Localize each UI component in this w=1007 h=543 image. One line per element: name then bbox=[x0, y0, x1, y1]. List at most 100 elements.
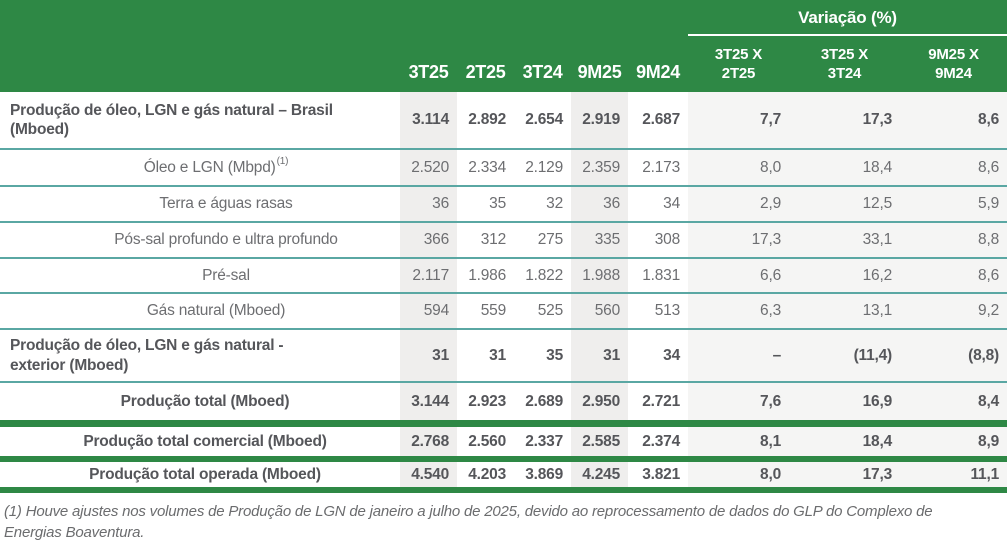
green-divider-bar bbox=[0, 487, 1007, 493]
cell-3t25: 2.768 bbox=[400, 427, 457, 456]
row-producao-exterior: Produção de óleo, LGN e gás natural - ex… bbox=[0, 330, 1007, 383]
cell-3t24: 1.822 bbox=[525, 266, 563, 284]
cell-var-9m25x9m24: 8,8 bbox=[900, 223, 1007, 257]
variation-title: Variação (%) bbox=[798, 8, 897, 27]
cell-var-3t25x3t24: 33,1 bbox=[789, 223, 900, 257]
var-header-line: 9M25 X bbox=[928, 45, 979, 63]
cell-9m25: 2.919 bbox=[571, 92, 628, 148]
cell-2t25: 2.334 bbox=[468, 158, 506, 176]
col-header-3t25: 3T25 bbox=[408, 62, 449, 82]
cell-9m25: 36 bbox=[571, 187, 628, 221]
cell-3t25: 4.540 bbox=[400, 462, 457, 487]
cell-9m24: 2.173 bbox=[642, 158, 680, 176]
cell-3t25: 3.114 bbox=[400, 92, 457, 148]
cell-var-3t25x3t24: 17,3 bbox=[789, 462, 900, 487]
col-header-var-3t25x2t25: 3T25 X 2T25 bbox=[688, 36, 789, 92]
row-pre-sal: Pré-sal 2.117 1.986 1.822 1.988 1.831 6,… bbox=[0, 259, 1007, 294]
cell-9m24: 2.374 bbox=[642, 432, 680, 450]
cell-var-9m25x9m24: 11,1 bbox=[900, 462, 1007, 487]
cell-var-3t25x3t24: 13,1 bbox=[789, 294, 900, 328]
row-label-text: Pós-sal profundo e ultra profundo bbox=[114, 231, 338, 249]
cell-var-3t25x3t24: 16,2 bbox=[789, 259, 900, 292]
cell-9m24: 34 bbox=[663, 346, 680, 364]
cell-var-3t25x3t24: 18,4 bbox=[789, 150, 900, 185]
cell-var-3t25x2t25: 7,7 bbox=[688, 92, 789, 148]
cell-var-9m25x9m24: (8,8) bbox=[900, 330, 1007, 381]
cell-2t25: 312 bbox=[480, 231, 506, 248]
cell-9m25: 4.245 bbox=[571, 462, 628, 487]
row-label-text: Óleo e LGN (Mbpd) bbox=[143, 158, 276, 176]
col-header-9m25: 9M25 bbox=[577, 62, 622, 82]
row-label: Pré-sal bbox=[0, 259, 400, 292]
cell-var-9m25x9m24: 5,9 bbox=[900, 187, 1007, 221]
var-header-line: 3T25 X bbox=[820, 45, 869, 63]
cell-9m25: 31 bbox=[571, 330, 628, 381]
cell-var-3t25x3t24: (11,4) bbox=[789, 330, 900, 381]
row-label: Produção de óleo, LGN e gás natural – Br… bbox=[0, 92, 400, 148]
cell-3t25: 36 bbox=[400, 187, 457, 221]
cell-3t25: 594 bbox=[400, 294, 457, 328]
row-label-text: Terra e águas rasas bbox=[159, 195, 293, 213]
cell-9m24: 513 bbox=[654, 302, 680, 319]
cell-9m24: 2.721 bbox=[642, 392, 680, 410]
row-producao-total-operada: Produção total operada (Mboed) 4.540 4.2… bbox=[0, 462, 1007, 487]
row-label: Produção total operada (Mboed) bbox=[0, 462, 400, 487]
cell-var-9m25x9m24: 8,6 bbox=[900, 150, 1007, 185]
cell-9m25: 335 bbox=[571, 223, 628, 257]
variation-underline bbox=[688, 34, 1007, 36]
cell-3t24: 2.654 bbox=[525, 111, 563, 128]
header-periods: 3T25 2T25 3T24 9M25 9M24 bbox=[0, 0, 688, 92]
cell-var-9m25x9m24: 8,4 bbox=[900, 383, 1007, 420]
cell-2t25: 1.986 bbox=[468, 266, 506, 284]
cell-9m25: 1.988 bbox=[571, 259, 628, 292]
cell-3t24: 275 bbox=[537, 231, 563, 248]
cell-3t24: 35 bbox=[546, 346, 563, 364]
green-divider-bar bbox=[0, 420, 1007, 427]
green-divider-bar bbox=[0, 456, 1007, 462]
col-header-var-9m25x9m24: 9M25 X 9M24 bbox=[900, 36, 1007, 92]
row-terra-aguas-rasas: Terra e águas rasas 36 35 32 36 34 2,9 1… bbox=[0, 187, 1007, 223]
cell-var-3t25x2t25: 8,0 bbox=[688, 150, 789, 185]
cell-var-9m25x9m24: 8,9 bbox=[900, 427, 1007, 456]
cell-var-3t25x3t24: 16,9 bbox=[789, 383, 900, 420]
row-producao-total-comercial: Produção total comercial (Mboed) 2.768 2… bbox=[0, 427, 1007, 456]
cell-9m25: 2.359 bbox=[571, 150, 628, 185]
cell-3t25: 2.117 bbox=[400, 259, 457, 292]
cell-var-3t25x2t25: 2,9 bbox=[688, 187, 789, 221]
row-label: Terra e águas rasas bbox=[0, 187, 400, 221]
var-header-line: 3T24 bbox=[827, 65, 862, 82]
var-header-line: 3T25 X bbox=[714, 45, 763, 63]
header-variation-group: Variação (%) 3T25 X 2T25 3T25 X 3T24 9M2… bbox=[688, 0, 1007, 92]
cell-3t24: 3.869 bbox=[525, 465, 563, 483]
table-header: 3T25 2T25 3T24 9M25 9M24 Variação (%) 3T… bbox=[0, 0, 1007, 92]
row-label-text: Produção total comercial (Mboed) bbox=[83, 432, 327, 450]
row-label: Produção de óleo, LGN e gás natural - ex… bbox=[0, 330, 400, 381]
cell-var-3t25x2t25: 17,3 bbox=[688, 223, 789, 257]
footnote: (1) Houve ajustes nos volumes de Produçã… bbox=[4, 503, 933, 541]
footnote-ref: (1) bbox=[276, 156, 289, 168]
row-gas-natural: Gás natural (Mboed) 594 559 525 560 513 … bbox=[0, 294, 1007, 330]
cell-3t25: 366 bbox=[400, 223, 457, 257]
row-oleo-lgn: Óleo e LGN (Mbpd) (1) 2.520 2.334 2.129 … bbox=[0, 150, 1007, 187]
row-label-line: (Mboed) bbox=[10, 121, 69, 138]
col-header-9m24: 9M24 bbox=[636, 62, 680, 82]
var-header-line: 2T25 bbox=[721, 65, 756, 82]
cell-9m25: 2.950 bbox=[571, 383, 628, 420]
row-pos-sal: Pós-sal profundo e ultra profundo 366 31… bbox=[0, 223, 1007, 259]
cell-var-3t25x2t25: 8,1 bbox=[688, 427, 789, 456]
row-label: Produção total (Mboed) bbox=[0, 383, 400, 420]
col-header-3t24: 3T24 bbox=[522, 62, 563, 82]
row-label: Produção total comercial (Mboed) bbox=[0, 427, 400, 456]
cell-2t25: 31 bbox=[489, 346, 506, 364]
cell-2t25: 559 bbox=[480, 302, 506, 319]
row-label-text: Gás natural (Mboed) bbox=[146, 302, 286, 320]
cell-9m24: 1.831 bbox=[642, 266, 680, 284]
cell-2t25: 2.892 bbox=[468, 111, 506, 128]
cell-2t25: 35 bbox=[489, 195, 506, 212]
col-header-var-3t25x3t24: 3T25 X 3T24 bbox=[789, 36, 900, 92]
col-header-2t25: 2T25 bbox=[465, 62, 506, 82]
row-label-text: Produção total (Mboed) bbox=[120, 392, 290, 410]
cell-9m24: 308 bbox=[654, 231, 680, 248]
row-label-text: Produção total operada (Mboed) bbox=[89, 465, 321, 483]
